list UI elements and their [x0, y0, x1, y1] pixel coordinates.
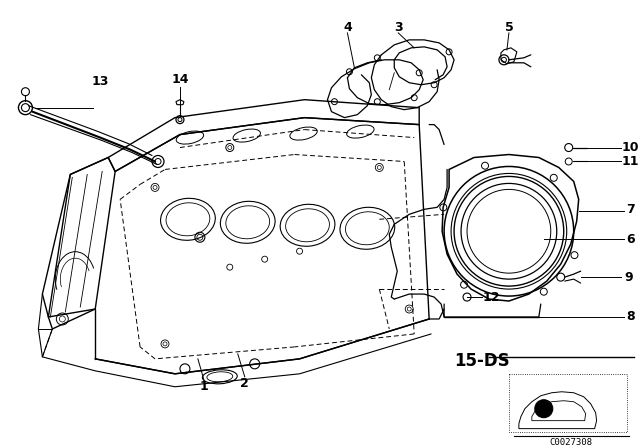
- Text: 11: 11: [622, 155, 639, 168]
- Text: 12: 12: [482, 291, 500, 304]
- Circle shape: [535, 400, 553, 418]
- Text: 14: 14: [171, 73, 189, 86]
- Text: 3: 3: [394, 22, 403, 34]
- Text: 9: 9: [624, 271, 633, 284]
- Text: 1: 1: [200, 380, 208, 393]
- Text: 10: 10: [622, 141, 639, 154]
- Text: 5: 5: [504, 22, 513, 34]
- Text: 6: 6: [626, 233, 635, 246]
- Text: 7: 7: [626, 203, 635, 216]
- Text: 15-DS: 15-DS: [454, 352, 509, 370]
- Text: 2: 2: [241, 377, 249, 390]
- Text: 13: 13: [92, 75, 109, 88]
- Text: 8: 8: [626, 310, 635, 323]
- Text: C0027308: C0027308: [549, 438, 592, 447]
- Text: 4: 4: [343, 22, 352, 34]
